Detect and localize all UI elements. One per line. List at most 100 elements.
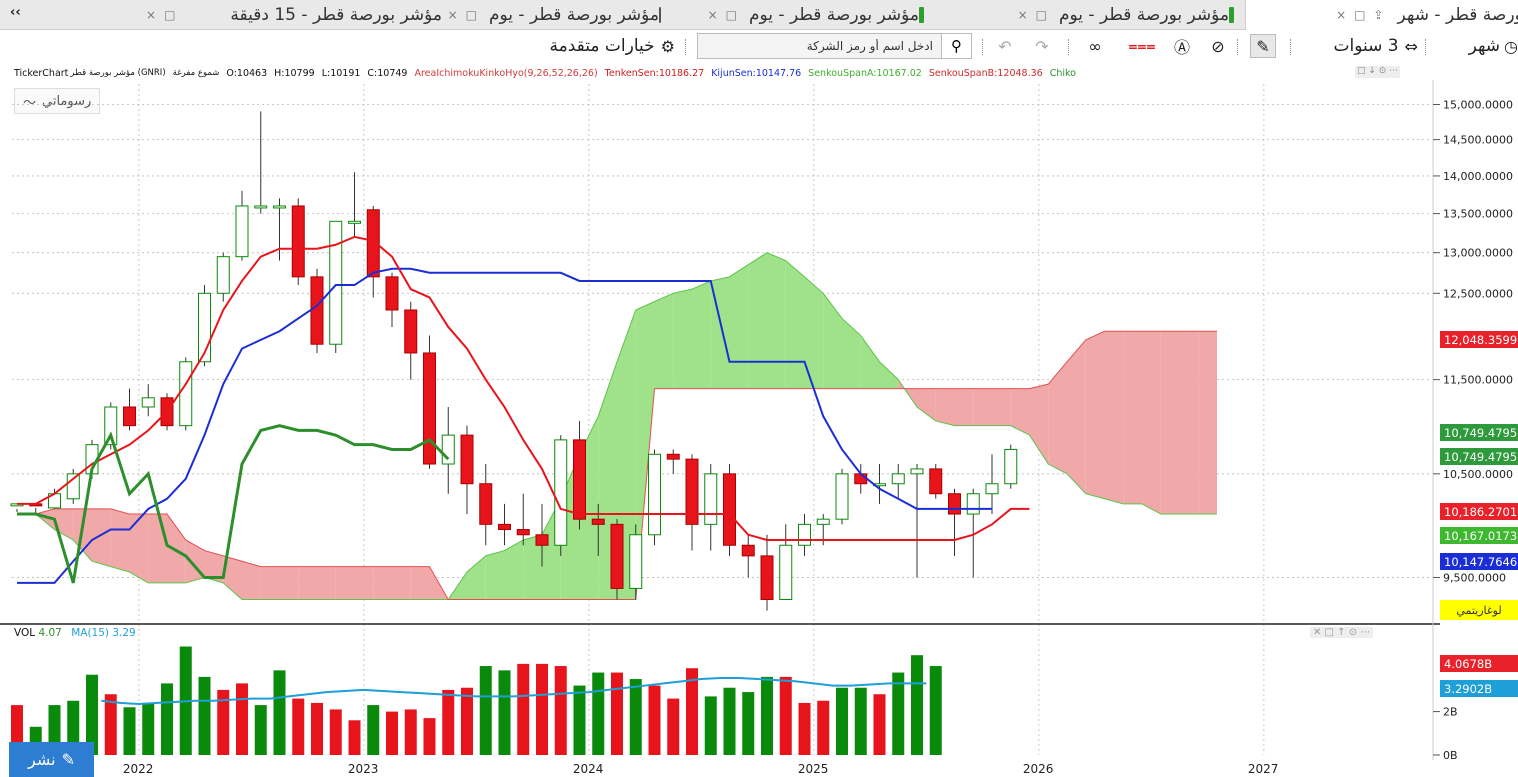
candle-body [329,220,343,345]
candle-body [854,473,868,485]
kijun-line [17,267,992,584]
tab-close-icon[interactable]: × [1017,8,1028,22]
tab-15min[interactable]: مؤشر بورصة قطر - 15 دقيقة □ × [146,0,442,30]
cloud-segment [823,293,842,389]
cloud-segment [148,514,167,583]
indicator-controls[interactable]: □ ↓ ⊙ ⋯ [1355,66,1401,78]
binoculars-icon: ∞ [1088,36,1102,56]
range-selector[interactable]: ⇔ 3 سنوات [1308,30,1418,62]
candle-body [310,276,324,345]
my-drawings-button[interactable]: رسوماتي 〜 [14,88,101,114]
gear-icon: ⚙ [660,36,675,56]
toolbar-divider [1237,39,1238,55]
cloud-segment [298,566,317,600]
tab-maximize-icon[interactable]: □ [465,8,477,22]
candle-body [385,276,399,311]
tab-maximize-icon[interactable]: □ [1354,8,1366,22]
symbol-search-input[interactable] [701,35,941,57]
volume-bar [517,663,530,755]
candle-body [741,544,755,557]
tab-day-1[interactable]: مؤشر بورصة قطر - يوم □ × [448,0,667,30]
tab-close-icon[interactable]: × [146,8,157,22]
chart-info-line: TickerChart مؤشر بورصة قطر (GNRI) شموع م… [14,66,1076,80]
tabs-expand-button[interactable]: ‹‹ [10,5,21,20]
tab-maximize-icon[interactable]: □ [1035,8,1047,22]
undo-button[interactable]: ↶ [993,30,1017,62]
toolbar-divider [1290,39,1291,55]
tab-color-marker [919,7,924,23]
volume-bar [573,685,586,755]
vol-ma-label: MA(15) [71,627,109,639]
indicator-button[interactable]: ⊘ [1206,30,1230,62]
pencil-icon: ✎ [1256,36,1270,56]
toolbar-divider [982,39,983,55]
tab-maximize-icon[interactable]: □ [164,8,176,22]
candle-body [441,434,455,465]
tab-close-icon[interactable]: × [1336,8,1347,22]
tab-label: مؤشر بورصة قطر - يوم [1058,5,1229,25]
span-b-line [17,330,1217,600]
chiko-line [17,424,450,584]
volume-bar [667,698,680,755]
candle-body [554,439,568,546]
search-icon[interactable]: ⚲ [941,34,971,58]
compare-button[interactable]: ⩶ [1128,30,1155,62]
volume-bar [461,687,473,755]
toolbar-divider [1068,39,1069,55]
volume-bar [686,668,698,755]
vol-label: VOL [14,627,36,639]
pencil-icon: ✎ [61,750,75,769]
volume-panel-controls[interactable]: ✕ □ ↑ ⊙ ⋯ [1310,627,1374,638]
toolbar-divider [685,39,686,55]
volume-bar [348,720,361,755]
cloud-segment [560,454,580,600]
cloud-segment [917,388,936,421]
candle-body [535,534,549,546]
cloud-segment [973,388,992,426]
tab-close-icon[interactable]: × [447,8,458,22]
volume-bar [779,676,792,755]
share-button[interactable]: ✎ نشر [9,742,94,777]
draw-tool-button[interactable]: ✎ [1250,34,1276,58]
volume-bar [629,679,642,755]
tab-month[interactable]: مؤشر بورصة قطر - شهر ⇪ □ × [1245,0,1518,30]
cloud-segment [729,264,749,389]
advanced-options-button[interactable]: ⚙ خيارات متقدمة [515,30,675,62]
cloud-segment [92,508,111,567]
cloud-segment [373,566,392,600]
tab-day-3[interactable]: مؤشر بورصة قطر - يوم □ × [955,0,1240,30]
tab-color-marker [1229,7,1234,23]
indicator-lines [17,235,1030,584]
volume-bar [836,687,848,755]
cloud-segment [879,361,899,389]
x-tick-label: 2027 [1248,762,1279,776]
volume-bar [142,702,155,755]
price-badge-kijun: 10,147.7646 [1440,553,1518,570]
candle-body [460,434,474,485]
candle-body [198,292,211,363]
candle-body [873,483,886,487]
redo-button[interactable]: ↷ [1030,30,1054,62]
candle-body [366,209,380,278]
period-selector[interactable]: ◷ شهر [1440,30,1518,62]
cloud-segment [748,252,767,389]
price-badge-span-a: 10,167.0173 [1440,527,1518,544]
price-badge-tenken: 10,186.2701 [1440,503,1518,520]
cloud-segment [804,276,824,389]
tab-close-icon[interactable]: × [707,8,718,22]
log-scale-button[interactable]: لوغاريتمي [1440,600,1518,620]
volume-ma-line [101,676,927,706]
price-badge-span-b: 12,048.3599 [1440,331,1518,348]
cloud-segment [167,514,186,583]
y-tick-label: 10,500.0000 [1443,468,1513,481]
a-circle-icon: Ⓐ [1174,38,1191,57]
volume-bar [423,718,436,755]
tab-maximize-icon[interactable]: □ [725,8,737,22]
tab-pin-icon[interactable]: ⇪ [1373,8,1384,22]
tab-day-2[interactable]: مؤشر بورصة قطر - يوم □ × [700,0,930,30]
vol-ma-value: 3.29 [112,627,136,639]
cloud-segment [354,566,374,600]
scanner-button[interactable]: ∞ [1083,30,1107,62]
alert-button[interactable]: Ⓐ [1170,30,1194,62]
